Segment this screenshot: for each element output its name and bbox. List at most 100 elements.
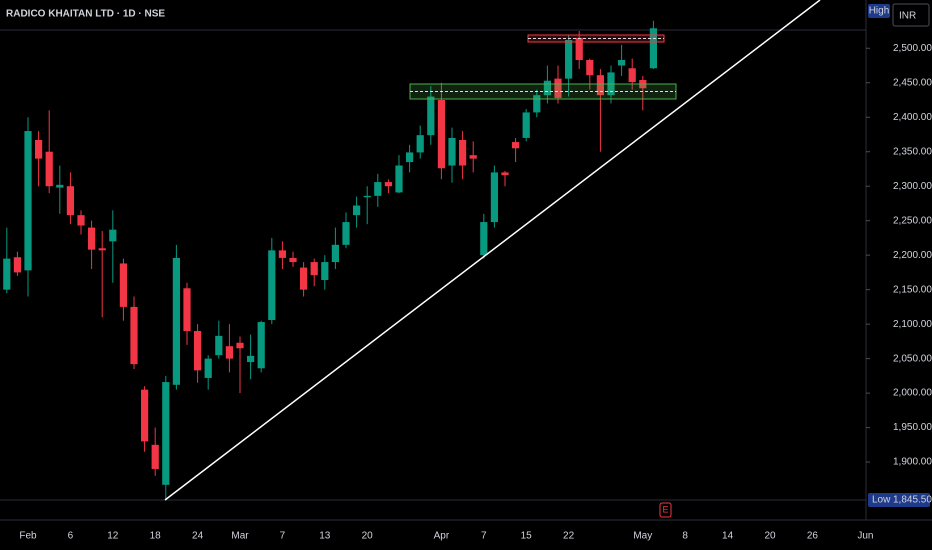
y-tick-label: 2,250.00 <box>893 215 932 226</box>
candle-body <box>151 444 159 469</box>
high-tag-box <box>868 4 890 18</box>
x-tick-label: Jun <box>857 531 873 542</box>
candle-body <box>13 257 21 273</box>
candle-body <box>565 40 573 79</box>
candle-body <box>77 215 85 226</box>
candle-body <box>310 262 318 276</box>
candle-body <box>204 358 212 378</box>
x-tick-label: 22 <box>563 531 575 542</box>
x-tick-label: 26 <box>807 531 819 542</box>
candle-body <box>342 222 350 245</box>
candle-body <box>289 257 297 263</box>
candle-body <box>353 205 361 216</box>
candle-body <box>533 95 541 113</box>
candle-body <box>194 331 202 371</box>
y-tick-label: 2,450.00 <box>893 77 932 88</box>
x-tick-label: 8 <box>682 531 688 542</box>
candle-body <box>480 222 488 256</box>
candle-body <box>300 267 308 290</box>
candle-body <box>331 244 339 263</box>
candle-body <box>35 140 43 159</box>
candle-body <box>98 248 106 251</box>
candle-body <box>448 137 456 166</box>
candle-body <box>183 288 191 332</box>
x-tick-label: Apr <box>434 531 450 542</box>
drawings <box>164 0 821 501</box>
high-tag: High <box>869 6 890 17</box>
y-tick-label: 2,100.00 <box>893 319 932 330</box>
candle-body <box>363 195 371 198</box>
y-tick-label: 1,900.00 <box>893 457 932 468</box>
candle-body <box>130 306 138 365</box>
candle-body <box>278 250 286 258</box>
x-tick-label: 7 <box>280 531 286 542</box>
candle-body <box>24 131 32 271</box>
candle-body <box>268 250 276 320</box>
x-tick-label: May <box>633 531 652 542</box>
x-tick-label: 15 <box>521 531 533 542</box>
x-tick-label: 18 <box>150 531 162 542</box>
candle-body <box>501 172 509 176</box>
low-tag-box <box>868 493 930 507</box>
x-tick-label: 12 <box>107 531 119 542</box>
candle-body <box>416 135 424 153</box>
y-tick-label: 2,150.00 <box>893 284 932 295</box>
candle-body <box>172 257 180 385</box>
candle-body <box>3 258 11 290</box>
x-tick-label: Mar <box>231 531 249 542</box>
earnings-marker[interactable]: E <box>662 504 668 514</box>
candle-body <box>109 229 117 242</box>
candle-body <box>596 75 604 96</box>
x-tick-label: 14 <box>722 531 734 542</box>
candle-body <box>427 96 435 136</box>
chart-title: RADICO KHAITAN LTD · 1D · NSE <box>6 9 165 20</box>
candle-body <box>395 165 403 193</box>
candle-body <box>225 346 233 359</box>
candle-body <box>628 68 636 83</box>
candle-body <box>406 152 414 163</box>
candle-body <box>45 151 53 187</box>
candle-body <box>247 355 255 363</box>
candle-body <box>56 184 64 188</box>
candle-body <box>522 112 530 138</box>
candle-body <box>490 172 498 223</box>
candle-body <box>374 182 382 196</box>
candle-body <box>618 60 626 66</box>
y-tick-label: 2,000.00 <box>893 388 932 399</box>
x-tick-label: Feb <box>19 531 37 542</box>
candle-body <box>236 342 244 349</box>
currency-label[interactable]: INR <box>899 11 916 22</box>
candle-body <box>66 186 74 216</box>
y-tick-label: 1,950.00 <box>893 422 932 433</box>
candle-body <box>162 382 170 485</box>
low-tag-value: 1,845.50 <box>893 495 932 506</box>
candle-body <box>586 60 594 76</box>
candle-body <box>141 389 149 442</box>
earnings-box[interactable] <box>659 502 672 518</box>
y-tick-label: 2,300.00 <box>893 181 932 192</box>
candle-body <box>512 142 520 149</box>
candle-body <box>119 263 127 307</box>
candle-body <box>321 262 329 280</box>
candle-body <box>543 80 551 96</box>
x-tick-label: 13 <box>319 531 331 542</box>
candle-body <box>257 322 265 369</box>
x-tick-label: 6 <box>68 531 74 542</box>
y-tick-label: 2,200.00 <box>893 250 932 261</box>
x-tick-label: 20 <box>764 531 776 542</box>
candle-body <box>88 227 96 250</box>
trendline <box>164 0 821 501</box>
low-tag-text: Low <box>872 495 891 506</box>
currency-box[interactable] <box>892 3 930 27</box>
candle-body <box>384 182 392 187</box>
candle-body <box>554 78 562 98</box>
candle-body <box>575 37 583 60</box>
y-tick-label: 2,500.00 <box>893 43 932 54</box>
candle-body <box>459 140 467 166</box>
y-tick-label: 2,050.00 <box>893 353 932 364</box>
candle-body <box>469 155 477 159</box>
y-tick-label: 2,400.00 <box>893 112 932 123</box>
y-tick-label: 2,350.00 <box>893 146 932 157</box>
